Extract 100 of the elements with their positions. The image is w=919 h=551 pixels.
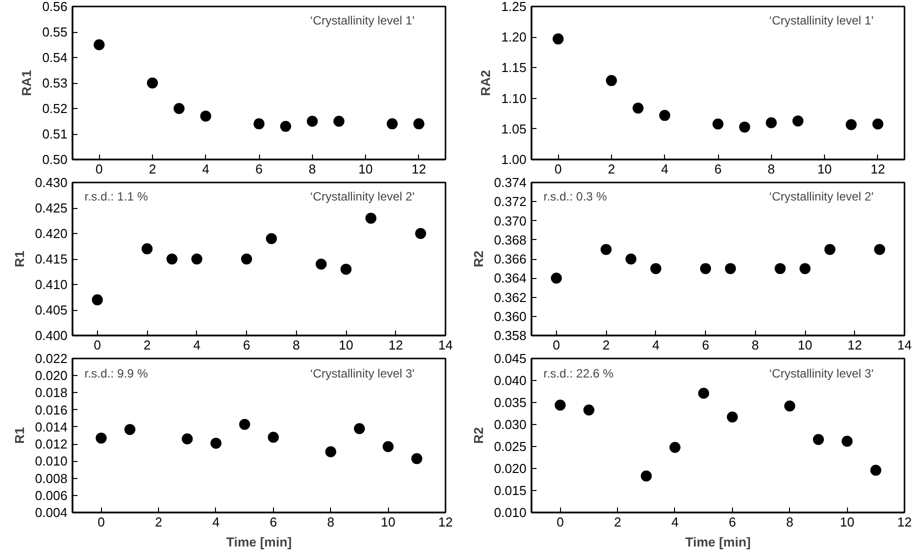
x-tick-label: 6 [255, 162, 263, 176]
x-tick-label: 6 [242, 338, 250, 352]
x-tick-label: 0 [96, 162, 103, 176]
y-tick-label: 0.018 [34, 385, 68, 400]
y-tick-label: 0.366 [494, 252, 527, 266]
y-tick-label: 0.425 [34, 200, 68, 216]
y-tick-label: 0.030 [494, 417, 527, 432]
y-tick-label: 0.035 [494, 395, 527, 410]
x-tick-label: 8 [292, 338, 300, 352]
x-tick-label: 8 [768, 162, 775, 176]
x-tick-label: 12 [412, 162, 426, 176]
y-tick-label: 0.405 [34, 302, 68, 318]
x-tick-label: 6 [702, 338, 710, 352]
y-tick-label: 0.020 [494, 461, 527, 476]
y-tick-label: 0.50 [42, 152, 68, 167]
x-tick-label: 4 [202, 162, 210, 176]
y-tick-label: 0.022 [34, 351, 68, 366]
annotation: r.s.d.: 1.1 % [84, 190, 148, 204]
x-tick-label: 4 [652, 338, 660, 352]
y-tick-label: 0.016 [34, 402, 68, 418]
y-tick-label: 0.54 [42, 50, 68, 65]
y-tick-label: 0.415 [34, 252, 68, 266]
x-axis-title: Time [min] [685, 534, 751, 550]
x-tick-label: 10 [840, 514, 854, 530]
y-tick-label: 0.012 [34, 436, 68, 452]
x-tick-label: 6 [714, 162, 722, 176]
annotation: r.s.d.: 9.9 % [84, 366, 148, 380]
x-tick-label: 10 [358, 162, 373, 176]
x-tick-label: 4 [193, 338, 200, 352]
x-tick-label: 2 [148, 162, 156, 176]
x-tick-label: 6 [270, 514, 277, 530]
x-tick-label: 4 [212, 514, 220, 530]
y-tick-label: 0.004 [34, 505, 68, 520]
x-tick-label: 8 [327, 514, 334, 530]
y-tick-label: 0.368 [494, 232, 527, 248]
y-tick-label: 0.010 [494, 505, 527, 520]
y-tick-label: 0.358 [494, 328, 527, 343]
y-tick-label: 0.010 [34, 454, 68, 469]
y-tick-label: 0.015 [494, 483, 527, 498]
y-tick-label: 0.370 [494, 213, 527, 228]
x-tick-label: 10 [817, 162, 832, 176]
x-tick-label: 4 [661, 162, 668, 176]
x-tick-label: 2 [602, 338, 610, 352]
x-tick-label: 2 [154, 514, 162, 530]
x-tick-label: 0 [98, 514, 105, 530]
annotation: r.s.d.: 0.3 % [544, 190, 608, 204]
x-tick-label: 0 [556, 514, 564, 530]
y-axis-title: RA1 [19, 70, 34, 96]
y-tick-label: 1.05 [501, 121, 527, 136]
y-tick-label: 0.014 [34, 419, 68, 434]
x-tick-label: 10 [338, 338, 354, 352]
y-tick-label: 0.045 [494, 351, 527, 366]
x-tick-label: 10 [380, 514, 396, 530]
y-tick-label: 0.55 [42, 24, 68, 40]
x-tick-label: 8 [308, 162, 316, 176]
x-tick-label: 0 [554, 162, 562, 176]
y-tick-label: 0.374 [494, 175, 527, 190]
annotation: ‘Crystallinity level 1' [310, 14, 415, 28]
y-tick-label: 0.025 [494, 439, 527, 454]
y-axis-title: RA2 [478, 70, 494, 96]
y-tick-label: 0.008 [34, 470, 68, 486]
x-tick-label: 0 [94, 338, 101, 352]
annotation: ‘Crystallinity level 3' [310, 366, 415, 380]
x-tick-label: 2 [608, 162, 616, 176]
x-axis-title: Time [min] [226, 534, 292, 550]
x-tick-label: 10 [798, 338, 812, 352]
x-tick-label: 2 [143, 338, 151, 352]
y-tick-label: 1.15 [501, 60, 527, 76]
y-axis-title: R2 [470, 427, 486, 444]
annotation: ‘Crystallinity level 3' [769, 366, 874, 380]
x-tick-label: 8 [786, 514, 794, 530]
y-axis-title: R1 [12, 250, 27, 268]
annotation: ‘Crystallinity level 2' [310, 190, 415, 204]
y-tick-label: 0.020 [34, 368, 68, 384]
y-tick-label: 0.53 [42, 76, 68, 90]
y-tick-label: 0.364 [494, 270, 527, 286]
x-tick-label: 14 [897, 338, 912, 352]
x-tick-label: 8 [752, 338, 759, 352]
y-tick-label: 0.430 [34, 175, 68, 190]
x-tick-label: 12 [870, 162, 886, 176]
y-axis-title: R1 [12, 427, 27, 444]
x-tick-label: 0 [552, 338, 560, 352]
x-tick-label: 4 [671, 514, 679, 530]
y-tick-label: 0.372 [494, 194, 527, 210]
y-tick-label: 0.410 [34, 277, 68, 292]
y-axis-title: R2 [470, 250, 486, 268]
x-tick-label: 12 [388, 338, 404, 352]
x-tick-label: 12 [897, 514, 912, 530]
y-tick-label: 0.360 [494, 308, 527, 324]
x-tick-label: 12 [438, 514, 453, 530]
y-tick-label: 0.52 [42, 101, 68, 116]
y-tick-label: 0.51 [42, 126, 68, 142]
x-tick-label: 6 [728, 514, 736, 530]
annotation: r.s.d.: 22.6 % [544, 366, 614, 380]
y-tick-label: 0.040 [494, 373, 527, 388]
y-tick-label: 0.362 [494, 290, 527, 305]
y-tick-label: 0.420 [34, 226, 68, 241]
y-tick-label: 0.006 [34, 488, 68, 503]
y-tick-label: 1.25 [501, 0, 527, 14]
x-tick-label: 2 [614, 514, 622, 530]
